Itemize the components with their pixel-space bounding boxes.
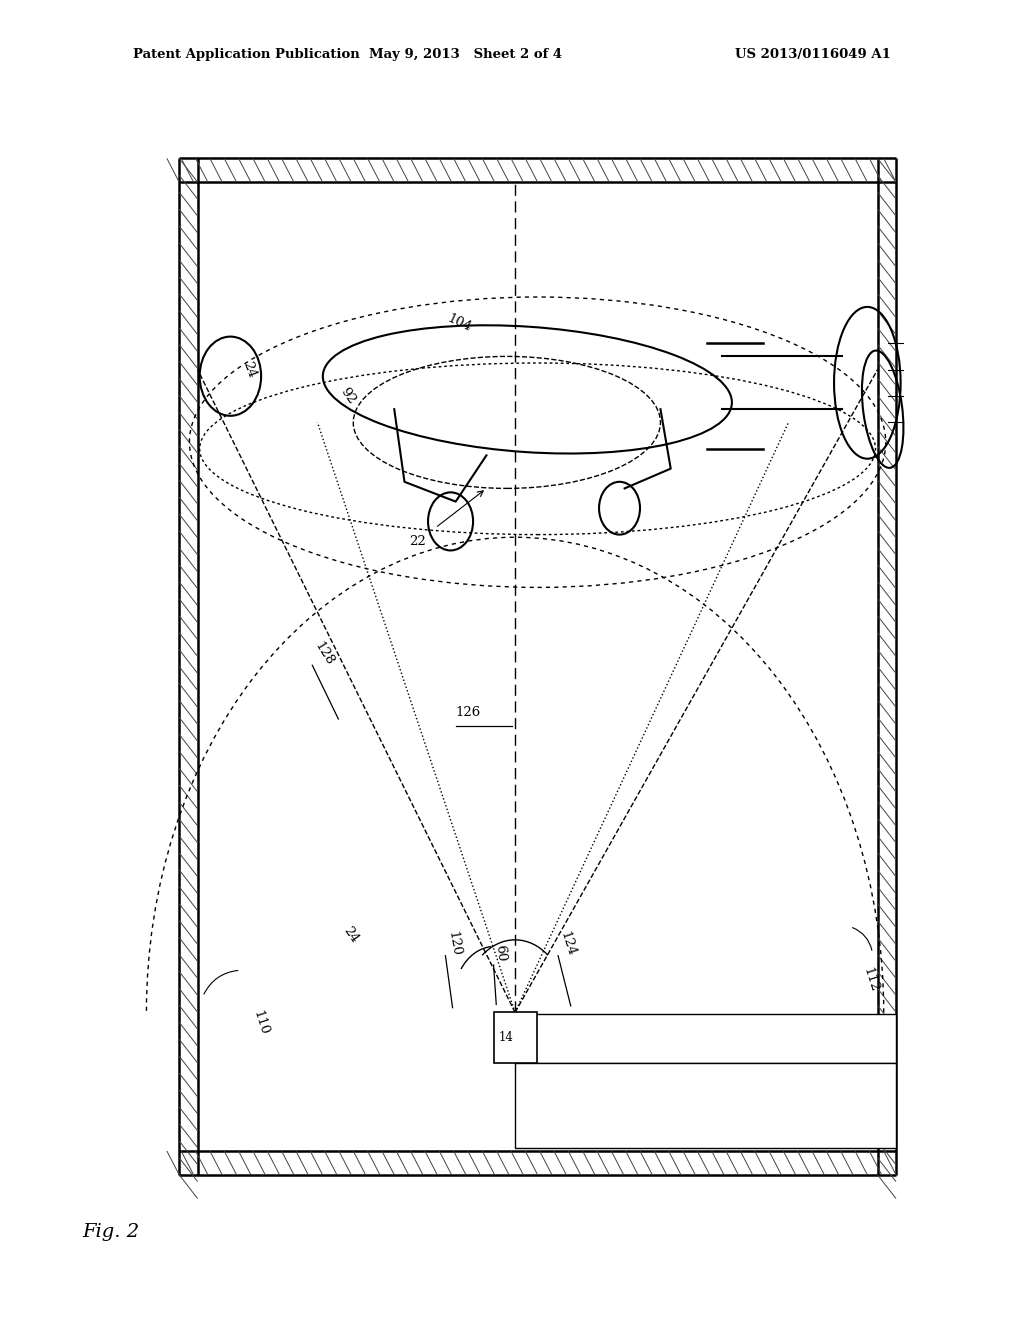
Text: 22: 22 [410, 535, 426, 548]
Text: 24: 24 [341, 924, 361, 945]
Text: 14: 14 [499, 1031, 514, 1044]
Text: 104: 104 [445, 313, 474, 334]
Bar [515, 1063, 896, 1148]
Bar [515, 1014, 896, 1063]
Text: Patent Application Publication: Patent Application Publication [133, 48, 359, 61]
Text: 110: 110 [251, 1008, 271, 1038]
Text: 24: 24 [241, 359, 259, 380]
Text: May 9, 2013   Sheet 2 of 4: May 9, 2013 Sheet 2 of 4 [370, 48, 562, 61]
Text: Fig. 2: Fig. 2 [82, 1222, 139, 1241]
Text: 92: 92 [338, 385, 358, 407]
Text: US 2013/0116049 A1: US 2013/0116049 A1 [735, 48, 891, 61]
Text: 124: 124 [558, 929, 579, 958]
Bar [494, 1012, 537, 1063]
Text: 120: 120 [445, 931, 463, 957]
Text: 126: 126 [456, 706, 481, 719]
Text: 60: 60 [494, 944, 508, 962]
Text: 128: 128 [312, 639, 337, 668]
Text: 112: 112 [860, 965, 881, 994]
